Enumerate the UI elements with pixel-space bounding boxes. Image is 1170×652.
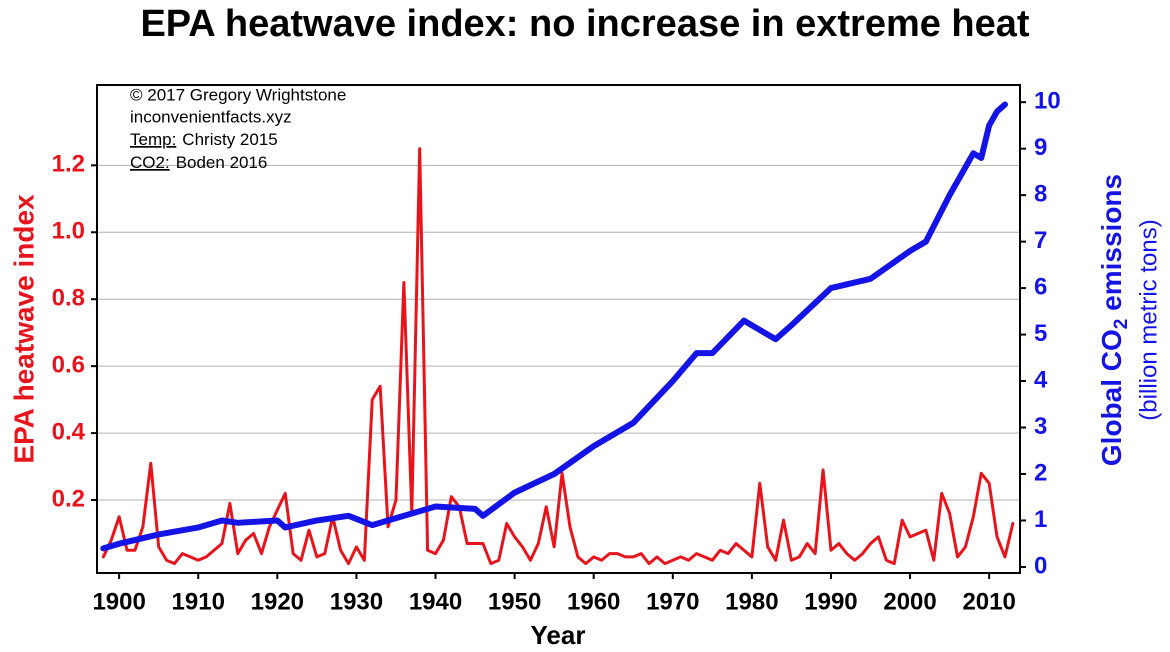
x-tick-label: 2010 [962, 588, 1015, 615]
data-line [100, 101, 1008, 552]
y2-tick-label: 4 [1034, 366, 1048, 393]
y2-tick-label: 2 [1034, 459, 1047, 486]
x-tick-label: 1970 [646, 588, 699, 615]
y2-tick-label: 7 [1034, 227, 1047, 254]
x-tick-label: 1920 [251, 588, 304, 615]
annotations: © 2017 Gregory Wrightstone inconvenientf… [130, 85, 346, 172]
x-tick-label: 1960 [567, 588, 620, 615]
y2-tick-label: 6 [1034, 273, 1047, 300]
source-text: Christy 2015 [182, 130, 277, 149]
x-tick-label: 2000 [883, 588, 936, 615]
source-text: Boden 2016 [176, 153, 268, 172]
y-tick-label: 0.2 [52, 485, 85, 512]
x-tick-label: 1990 [804, 588, 857, 615]
data-line [101, 147, 1015, 566]
y-tick-label: 0.8 [52, 285, 85, 312]
x-tick-label: 1980 [725, 588, 778, 615]
x-tick-label: 1940 [409, 588, 462, 615]
annotation: inconvenientfacts.xyz [130, 107, 292, 126]
y2-tick-label: 1 [1034, 506, 1047, 533]
annotation: © 2017 Gregory Wrightstone [130, 85, 346, 104]
y2-tick-label: 5 [1034, 320, 1047, 347]
y-tick-label: 1.2 [52, 151, 85, 178]
y-tick-label: 0.4 [52, 418, 86, 445]
lines [100, 101, 1015, 566]
y2-axis-label: Global CO2 emissions [1096, 174, 1132, 466]
x-tick-label: 1930 [330, 588, 383, 615]
y2-label-part: emissions [1096, 174, 1127, 319]
plot-frame [96, 84, 1021, 574]
y-axis-label: EPA heatwave index [8, 194, 39, 464]
y2-tick-label: 9 [1034, 134, 1047, 161]
y2-tick-label: 8 [1034, 180, 1047, 207]
y2-tick-label: 10 [1034, 88, 1061, 115]
y-tick-label: 1.0 [52, 218, 85, 245]
source: Temp: Christy 2015 [130, 130, 278, 149]
y2-axis-unit: (billion metric tons) [1135, 219, 1162, 420]
x-tick-label: 1900 [92, 588, 145, 615]
source: CO2: Boden 2016 [130, 153, 267, 172]
x-tick-label: 1910 [172, 588, 225, 615]
y-tick-label: 0.6 [52, 351, 85, 378]
source-label: CO2: [130, 153, 170, 172]
x-tick-label: 1950 [488, 588, 541, 615]
y2-label-subscript: 2 [1111, 319, 1132, 330]
x-axis-label: Year [531, 620, 586, 647]
chart-title: EPA heatwave index: no increase in extre… [140, 3, 1029, 45]
y2-tick-label: 0 [1034, 552, 1047, 579]
y2-tick-label: 3 [1034, 413, 1047, 440]
source-label: Temp: [130, 130, 176, 149]
y2-label-part: Global CO [1096, 329, 1127, 466]
